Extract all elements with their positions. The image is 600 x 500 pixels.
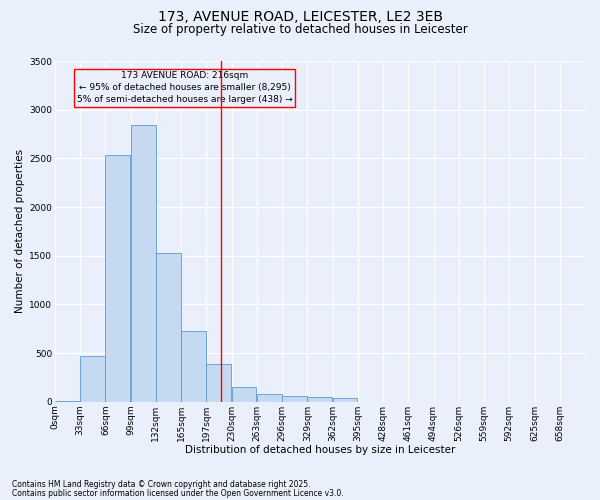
Text: 173, AVENUE ROAD, LEICESTER, LE2 3EB: 173, AVENUE ROAD, LEICESTER, LE2 3EB	[157, 10, 443, 24]
Bar	[156, 253, 181, 402]
Bar	[257, 394, 282, 402]
X-axis label: Distribution of detached houses by size in Leicester: Distribution of detached houses by size …	[185, 445, 455, 455]
Bar	[332, 398, 358, 402]
Text: Contains HM Land Registry data © Crown copyright and database right 2025.: Contains HM Land Registry data © Crown c…	[12, 480, 311, 489]
Bar	[80, 356, 105, 402]
Bar	[307, 398, 332, 402]
Text: 173 AVENUE ROAD: 216sqm
← 95% of detached houses are smaller (8,295)
5% of semi-: 173 AVENUE ROAD: 216sqm ← 95% of detache…	[77, 71, 293, 104]
Text: Size of property relative to detached houses in Leicester: Size of property relative to detached ho…	[133, 22, 467, 36]
Text: Contains public sector information licensed under the Open Government Licence v3: Contains public sector information licen…	[12, 488, 344, 498]
Bar	[282, 396, 307, 402]
Bar	[232, 387, 256, 402]
Bar	[106, 156, 130, 402]
Bar	[206, 364, 231, 402]
Y-axis label: Number of detached properties: Number of detached properties	[15, 150, 25, 314]
Bar	[55, 400, 80, 402]
Bar	[131, 125, 155, 402]
Bar	[181, 330, 206, 402]
